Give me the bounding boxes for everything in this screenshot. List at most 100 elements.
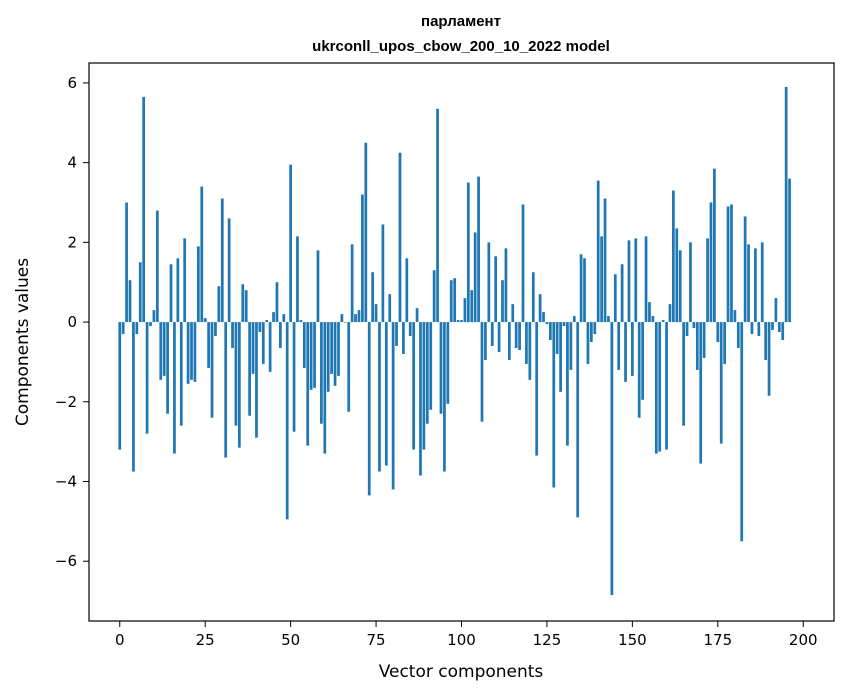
bar-component-47 — [279, 322, 282, 348]
bar-component-60 — [323, 322, 327, 454]
bar-component-91 — [429, 322, 433, 410]
bar-component-163 — [675, 228, 679, 323]
bar-component-130 — [562, 322, 566, 327]
bar-component-171 — [702, 322, 706, 358]
bar-component-94 — [439, 322, 443, 414]
bar-component-173 — [709, 202, 713, 323]
bar-component-187 — [757, 322, 761, 337]
bar-component-97 — [449, 280, 453, 323]
bar-component-165 — [682, 322, 685, 426]
bar-component-189 — [764, 322, 768, 360]
bar-component-146 — [617, 322, 621, 370]
bar-component-77 — [381, 224, 385, 323]
bar-component-183 — [743, 216, 747, 323]
bar-component-151 — [634, 238, 638, 323]
bar-component-156 — [651, 316, 655, 323]
bar-component-169 — [695, 322, 699, 370]
bar-component-3 — [128, 280, 132, 323]
bar-component-0 — [118, 322, 122, 450]
bar-component-63 — [333, 322, 337, 386]
bar-component-41 — [258, 322, 262, 333]
bar-component-23 — [196, 246, 200, 323]
bar-component-160 — [665, 322, 668, 450]
y-tick-label: 0 — [67, 313, 77, 331]
bar-component-170 — [699, 322, 703, 464]
x-tick-label: 200 — [789, 631, 818, 649]
chart-title-line-1: парламент — [421, 13, 501, 30]
bar-component-69 — [354, 314, 357, 323]
bar-component-9 — [149, 322, 152, 327]
bar-component-88 — [419, 322, 422, 476]
bar-component-73 — [367, 322, 371, 496]
bar-component-10 — [152, 310, 156, 323]
bar-component-93 — [436, 108, 439, 323]
bar-component-61 — [326, 322, 330, 392]
bar-component-81 — [395, 322, 398, 346]
bar-component-48 — [282, 314, 286, 323]
bar-component-58 — [316, 250, 320, 323]
bar-component-140 — [596, 180, 600, 323]
bar-component-144 — [610, 322, 614, 596]
bar-component-125 — [545, 322, 549, 325]
bar-component-126 — [548, 322, 552, 341]
bar-component-92 — [432, 270, 436, 323]
bar-component-131 — [566, 322, 569, 446]
x-tick-label: 50 — [281, 631, 300, 649]
bar-component-39 — [251, 322, 255, 374]
bar-component-142 — [603, 198, 607, 323]
bar-component-107 — [484, 322, 487, 360]
bar-component-5 — [135, 322, 139, 335]
x-tick-label: 100 — [447, 631, 476, 649]
bar-component-79 — [388, 294, 392, 323]
bar-component-75 — [374, 304, 378, 323]
bar-component-109 — [490, 322, 494, 346]
bar-component-114 — [507, 322, 511, 360]
bar-component-83 — [402, 322, 405, 354]
bar-component-117 — [518, 322, 521, 350]
bar-component-149 — [627, 240, 631, 323]
bar-component-27 — [210, 322, 214, 418]
x-tick-label: 175 — [703, 631, 732, 649]
bar-component-135 — [579, 254, 583, 323]
bar-component-119 — [525, 322, 528, 364]
bar-component-155 — [648, 302, 651, 323]
bar-component-34 — [234, 322, 238, 426]
bar-component-50 — [289, 164, 292, 323]
bar-component-80 — [391, 322, 395, 490]
bar-component-136 — [583, 258, 586, 323]
bar-component-162 — [672, 190, 675, 323]
bar-component-100 — [460, 320, 463, 323]
bar-component-46 — [275, 282, 279, 323]
bar-component-108 — [487, 242, 491, 323]
bar-component-21 — [190, 322, 193, 380]
bar-component-167 — [689, 242, 692, 323]
bar-component-13 — [162, 322, 166, 376]
bar-component-38 — [248, 322, 251, 416]
bar-component-44 — [268, 322, 272, 372]
bar-component-158 — [658, 322, 662, 452]
bar-component-53 — [299, 320, 303, 323]
bar-component-186 — [754, 248, 757, 323]
bar-component-104 — [473, 232, 477, 323]
bar-component-166 — [685, 322, 689, 337]
bar-component-43 — [265, 320, 269, 323]
bar-component-54 — [302, 322, 306, 368]
bar-component-138 — [590, 322, 593, 342]
bar-component-177 — [723, 322, 727, 364]
bar-component-172 — [706, 238, 709, 323]
bar-component-65 — [340, 314, 344, 323]
bar-component-195 — [784, 86, 788, 323]
bar-component-102 — [466, 182, 470, 323]
bar-component-174 — [713, 168, 716, 323]
bar-component-17 — [176, 258, 180, 323]
bar-component-164 — [678, 250, 682, 323]
bar-component-154 — [644, 236, 648, 323]
bar-component-105 — [477, 176, 480, 323]
bar-component-147 — [620, 264, 624, 323]
x-tick-label: 25 — [196, 631, 215, 649]
bar-component-89 — [422, 322, 426, 450]
bar-component-139 — [593, 322, 597, 335]
bar-component-188 — [760, 242, 764, 323]
bar-component-33 — [231, 322, 234, 348]
